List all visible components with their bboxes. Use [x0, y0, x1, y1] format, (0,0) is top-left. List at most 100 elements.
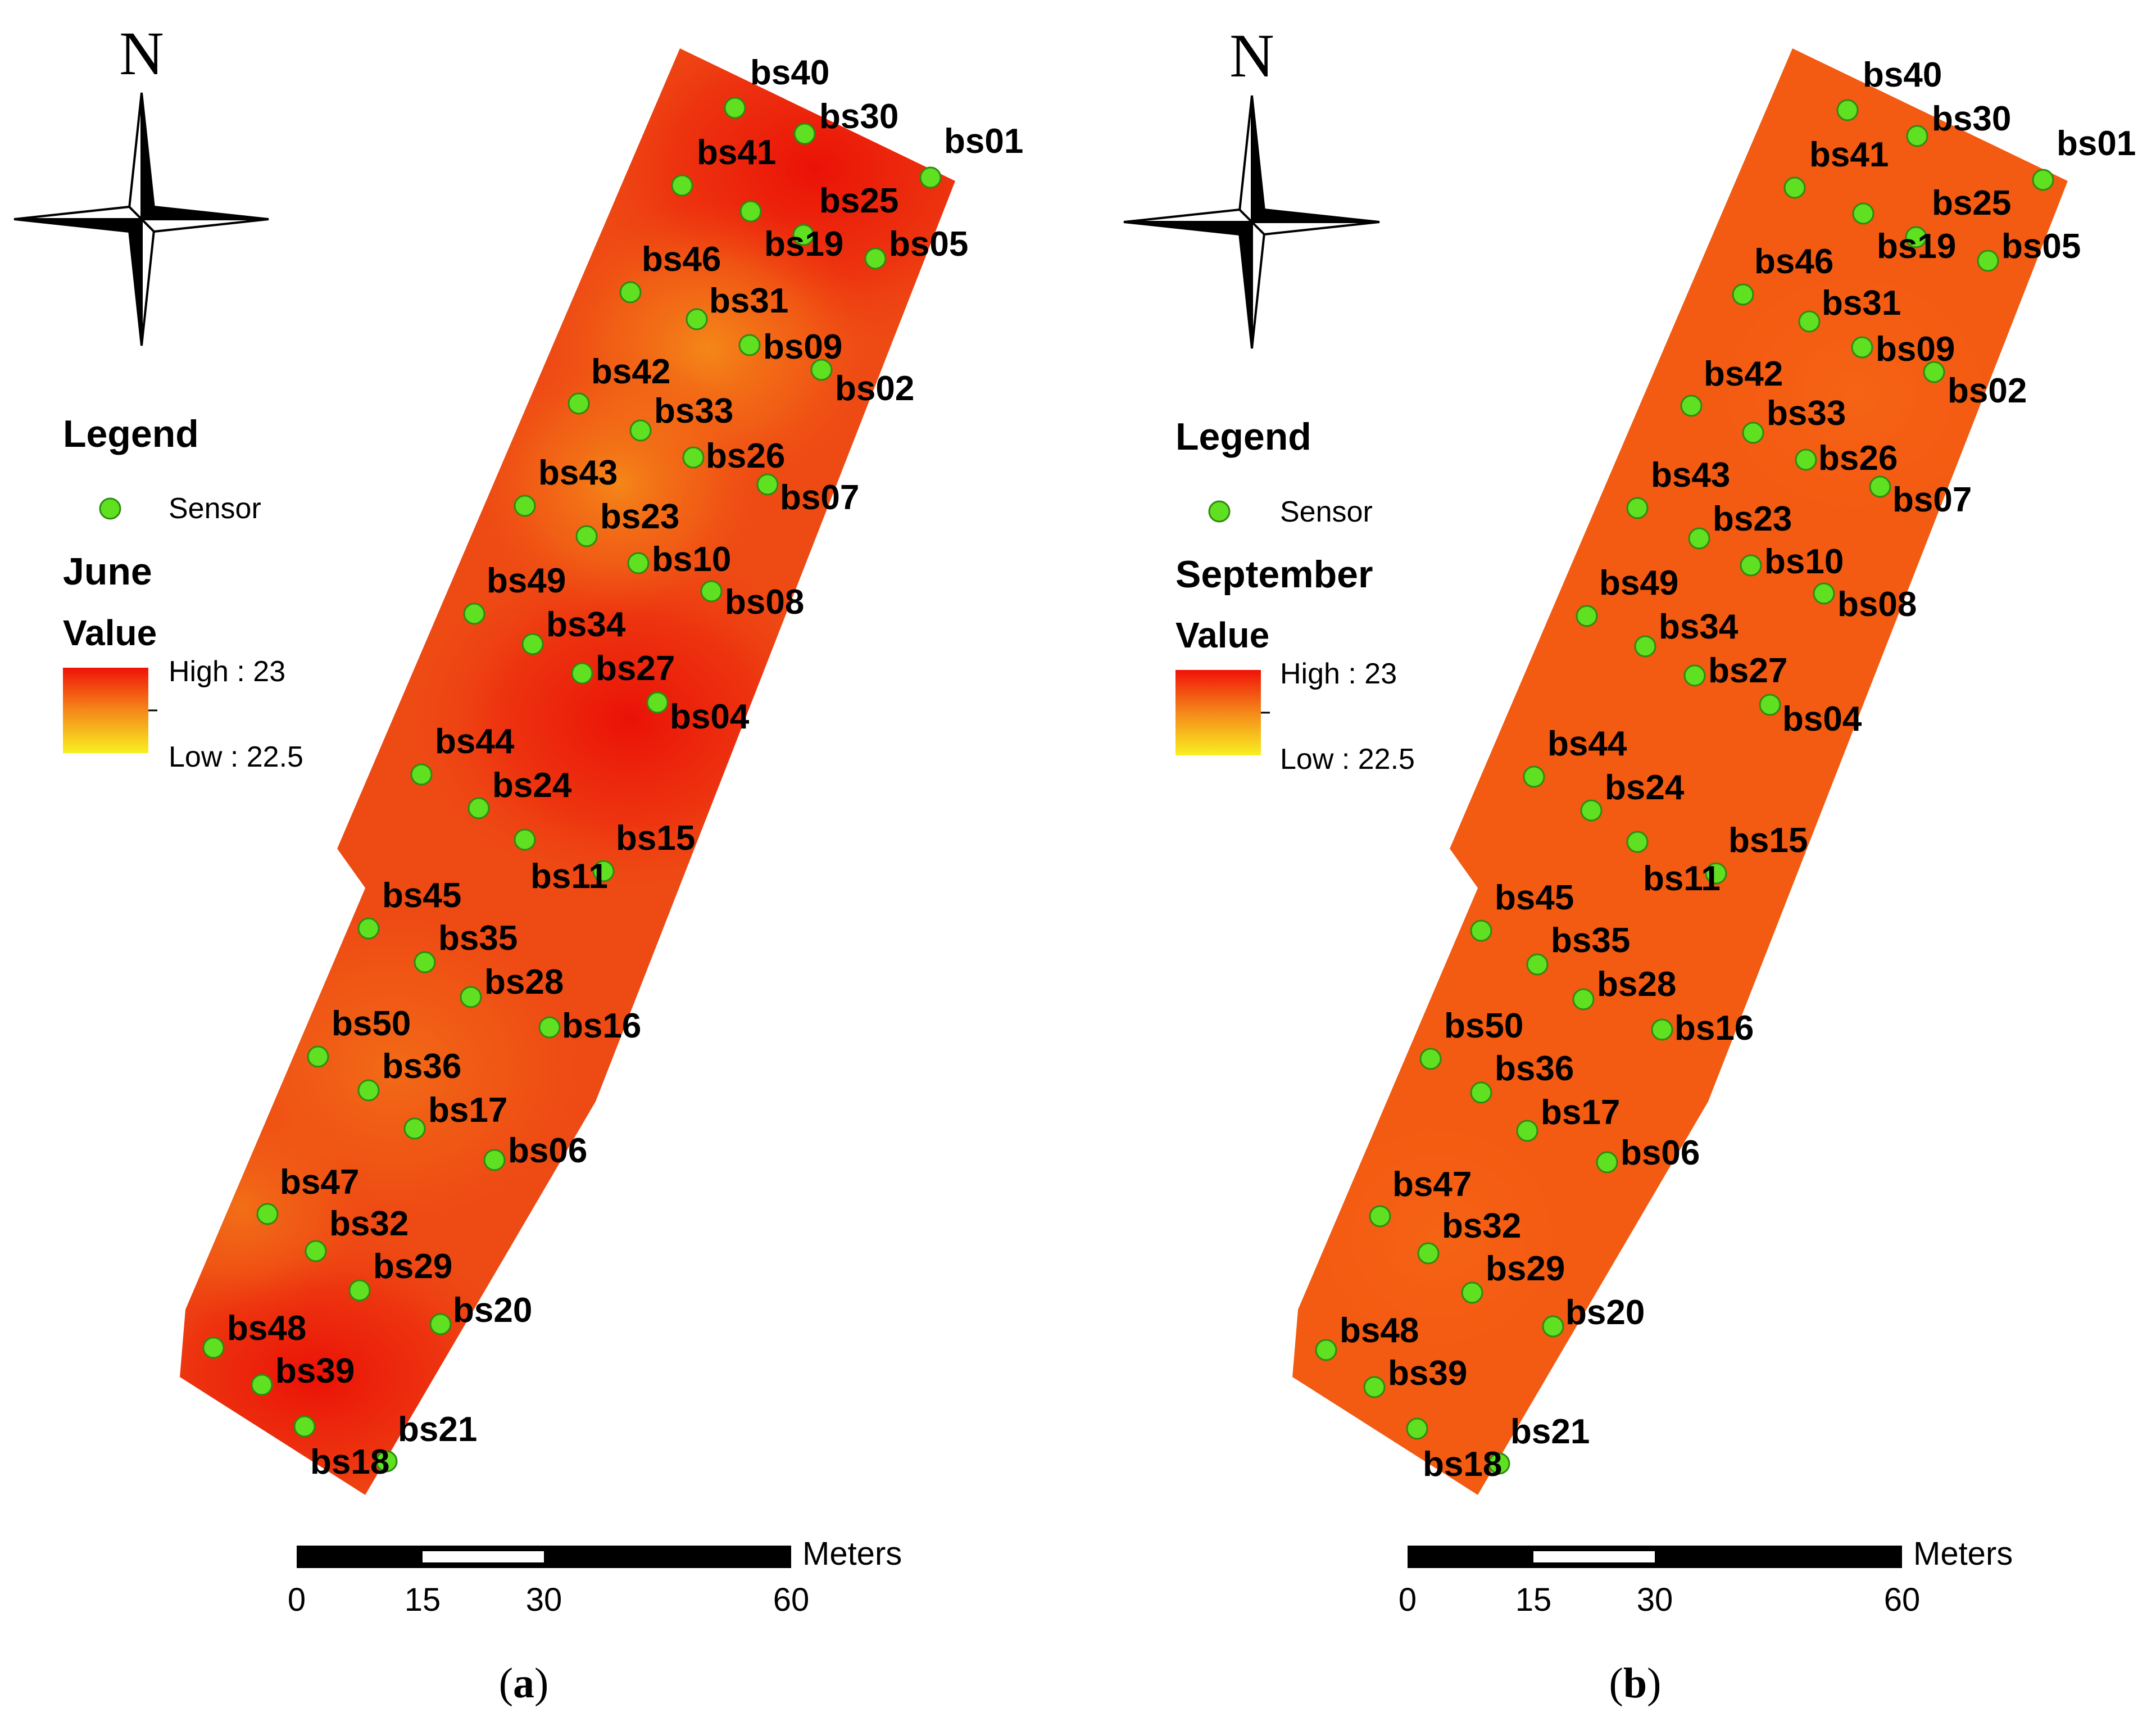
sensor-marker-bs09[interactable] — [1851, 336, 1873, 359]
sensor-marker-bs46[interactable] — [619, 281, 642, 303]
sensor-label-bs30: bs30 — [819, 97, 898, 136]
sensor-marker-bs44[interactable] — [410, 763, 433, 786]
sensor-marker-bs11[interactable] — [1705, 862, 1727, 885]
sensor-marker-bs10[interactable] — [627, 552, 650, 574]
sensor-marker-bs07[interactable] — [756, 473, 779, 496]
sensor-marker-bs25[interactable] — [1852, 202, 1874, 225]
sensor-marker-bs08[interactable] — [700, 580, 723, 602]
sensor-marker-bs47[interactable] — [1369, 1205, 1391, 1227]
sensor-marker-bs36[interactable] — [357, 1079, 380, 1102]
sensor-marker-bs23[interactable] — [575, 525, 598, 547]
sensor-marker-bs01[interactable] — [919, 166, 942, 189]
sensor-marker-bs06[interactable] — [483, 1149, 506, 1171]
sensor-marker-bs11[interactable] — [592, 860, 615, 882]
sensor-marker-bs17[interactable] — [1516, 1120, 1538, 1142]
sensor-marker-bs48[interactable] — [1315, 1339, 1337, 1361]
sensor-marker-bs19[interactable] — [792, 224, 815, 246]
sensor-marker-bs34[interactable] — [521, 633, 544, 655]
sensor-marker-bs35[interactable] — [414, 951, 436, 973]
sensor-marker-bs43[interactable] — [1626, 497, 1649, 519]
sensor-marker-bs36[interactable] — [1470, 1081, 1492, 1104]
sensor-marker-bs47[interactable] — [256, 1203, 279, 1225]
high-value-label: High : 23 — [1280, 658, 1397, 690]
sensor-marker-bs49[interactable] — [463, 602, 485, 625]
sensor-label-bs09: bs09 — [763, 328, 842, 366]
sensor-marker-bs15[interactable] — [514, 828, 536, 851]
sensor-marker-bs24[interactable] — [467, 797, 490, 819]
sensor-marker-bs40[interactable] — [1836, 99, 1859, 121]
sensor-marker-bs41[interactable] — [671, 174, 693, 197]
sensor-label-bs15: bs15 — [1728, 821, 1808, 860]
sensor-marker-bs10[interactable] — [1740, 554, 1762, 577]
sensor-marker-bs04[interactable] — [1759, 694, 1781, 716]
panel-caption: (a) — [499, 1660, 549, 1707]
sensor-marker-bs16[interactable] — [538, 1016, 561, 1039]
sensor-marker-bs18[interactable] — [1488, 1452, 1510, 1475]
sensor-marker-bs05[interactable] — [864, 247, 887, 270]
sensor-marker-bs44[interactable] — [1523, 765, 1545, 788]
sensor-marker-bs33[interactable] — [1742, 422, 1764, 444]
sensor-marker-bs25[interactable] — [739, 200, 762, 223]
sensor-marker-bs27[interactable] — [571, 662, 593, 685]
sensor-label-bs35: bs35 — [1551, 921, 1630, 960]
sensor-label-bs07: bs07 — [1892, 481, 1972, 519]
sensor-marker-bs33[interactable] — [629, 419, 652, 442]
sensor-marker-bs45[interactable] — [1470, 919, 1492, 942]
sensor-marker-bs17[interactable] — [403, 1117, 426, 1140]
sensor-marker-bs19[interactable] — [1905, 226, 1927, 248]
sensor-marker-bs26[interactable] — [1795, 449, 1817, 471]
sensor-marker-bs39[interactable] — [251, 1374, 273, 1396]
sensor-label-bs36: bs36 — [382, 1047, 461, 1086]
sensor-marker-bs42[interactable] — [568, 392, 590, 415]
sensor-label-bs20: bs20 — [453, 1291, 532, 1330]
sensor-marker-bs18[interactable] — [375, 1450, 398, 1473]
sensor-marker-bs35[interactable] — [1526, 953, 1549, 976]
sensor-marker-bs39[interactable] — [1363, 1376, 1386, 1398]
sensor-marker-bs24[interactable] — [1580, 799, 1603, 822]
sensor-marker-bs32[interactable] — [305, 1240, 327, 1262]
sensor-marker-bs27[interactable] — [1683, 664, 1706, 687]
sensor-marker-bs02[interactable] — [1923, 361, 1945, 383]
sensor-marker-bs45[interactable] — [357, 917, 380, 940]
sensor-marker-bs07[interactable] — [1869, 475, 1891, 498]
sensor-marker-bs21[interactable] — [293, 1415, 316, 1438]
sensor-marker-bs06[interactable] — [1596, 1151, 1618, 1174]
sensor-marker-bs30[interactable] — [793, 123, 816, 145]
sensor-marker-bs31[interactable] — [1798, 310, 1821, 333]
sensor-label-bs46: bs46 — [642, 240, 721, 279]
sensor-marker-bs49[interactable] — [1576, 605, 1598, 627]
sensor-marker-bs50[interactable] — [1419, 1048, 1442, 1070]
sensor-legend-label: Sensor — [1280, 496, 1373, 528]
sensor-marker-bs04[interactable] — [646, 691, 669, 714]
sensor-marker-bs29[interactable] — [1461, 1281, 1483, 1304]
sensor-marker-bs29[interactable] — [348, 1279, 371, 1302]
sensor-marker-bs20[interactable] — [1542, 1315, 1564, 1338]
sensor-marker-bs34[interactable] — [1634, 635, 1656, 658]
sensor-marker-bs02[interactable] — [810, 359, 833, 381]
sensor-marker-bs32[interactable] — [1417, 1242, 1440, 1265]
sensor-marker-bs30[interactable] — [1906, 125, 1928, 147]
sensor-marker-bs23[interactable] — [1688, 527, 1710, 550]
sensor-marker-bs21[interactable] — [1406, 1417, 1428, 1440]
sensor-marker-bs48[interactable] — [202, 1337, 225, 1359]
sensor-marker-bs01[interactable] — [2032, 169, 2054, 191]
sensor-marker-bs31[interactable] — [686, 308, 708, 330]
sensor-marker-bs46[interactable] — [1732, 283, 1754, 306]
scale-bar: Meters 0 15 30 60 — [288, 1535, 902, 1618]
sensor-marker-bs15[interactable] — [1626, 831, 1649, 853]
sensor-marker-bs43[interactable] — [514, 495, 536, 517]
sensor-marker-bs50[interactable] — [307, 1045, 329, 1068]
sensor-marker-bs08[interactable] — [1813, 582, 1835, 605]
sensor-marker-bs42[interactable] — [1680, 395, 1703, 417]
sensor-marker-bs09[interactable] — [738, 334, 761, 356]
sensor-marker-bs05[interactable] — [1977, 250, 1999, 272]
sensor-marker-bs16[interactable] — [1651, 1018, 1673, 1041]
sensor-marker-bs28[interactable] — [1572, 988, 1595, 1011]
sensor-marker-bs28[interactable] — [460, 986, 482, 1008]
sensor-marker-bs26[interactable] — [682, 446, 705, 469]
sensor-marker-bs41[interactable] — [1783, 176, 1806, 199]
sensor-label-bs01: bs01 — [2057, 124, 2136, 163]
sensor-marker-bs40[interactable] — [724, 97, 746, 119]
sensor-marker-bs20[interactable] — [429, 1313, 452, 1335]
